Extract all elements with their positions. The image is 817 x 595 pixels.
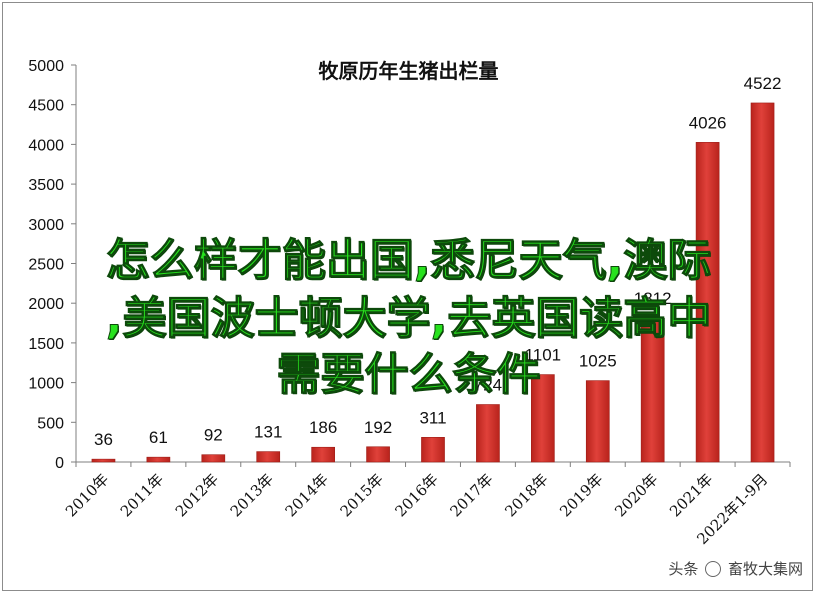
x-tick-labels-group: 2010年 2011年 2012年 2013年 2014年 2015年 2016年 2017年…	[62, 470, 771, 548]
bars-group	[91, 102, 775, 463]
watermark-suffix: 畜牧大集网	[727, 560, 803, 578]
data-label: 311	[419, 408, 446, 427]
bar	[201, 454, 226, 463]
y-tick-label: 0	[55, 455, 64, 472]
overlay-text-line-1: 怎么样才能出国,悉尼天气,澳际	[105, 235, 712, 287]
bar	[640, 317, 665, 463]
y-tick-label: 4500	[28, 98, 64, 115]
x-tick-label: 2017年	[446, 470, 496, 520]
data-label: 186	[309, 418, 337, 437]
data-label: 4522	[744, 74, 782, 93]
x-tick-label: 2010年	[62, 470, 112, 520]
bar	[585, 380, 610, 463]
bar	[91, 458, 116, 463]
at-sign-icon	[705, 561, 722, 577]
data-label: 36	[94, 430, 113, 449]
y-tick-label: 5000	[28, 58, 64, 75]
data-label: 92	[204, 426, 223, 445]
x-tick-label: 2014年	[282, 470, 332, 520]
x-tick-label: 2013年	[227, 470, 277, 520]
bar	[311, 446, 335, 463]
data-label: 131	[254, 423, 282, 442]
chart-title: 牧原历年生猪出栏量	[318, 59, 499, 83]
data-label: 724	[474, 376, 502, 395]
data-label: 4026	[689, 113, 727, 132]
y-tick-label: 2500	[28, 257, 64, 274]
x-tick-label: 2019年	[556, 470, 606, 520]
bar	[421, 437, 445, 463]
watermark: 头条 畜牧大集网	[668, 558, 803, 579]
bar	[531, 374, 555, 463]
data-label: 61	[149, 428, 168, 447]
bar	[750, 102, 775, 463]
y-tick-label: 2000	[28, 296, 64, 313]
x-tick-label: 2015年	[337, 470, 387, 520]
bar	[256, 451, 281, 463]
y-tick-label: 500	[37, 415, 64, 432]
x-tick-label: 2021年	[666, 470, 716, 520]
x-tick-label: 2016年	[391, 470, 441, 520]
watermark-prefix: 头条	[668, 560, 699, 578]
data-labels-group: 36 61 92 131 186 192 311 724 1101 1025 1812 4026 452…	[94, 74, 781, 449]
overlay-text-line-3: 需要什么条件	[276, 349, 541, 401]
data-label: 192	[364, 418, 392, 437]
x-tick-label: 2020年	[611, 470, 661, 520]
y-tick-labels-group: 0 500 1000 1500 2000 2500 3000 3500 4000 4500 5000	[28, 58, 64, 472]
y-tick-label: 1500	[28, 336, 64, 353]
y-tick-label: 4000	[28, 137, 64, 154]
x-tick-label: 2011年	[117, 470, 167, 520]
y-tick-label: 3000	[28, 217, 64, 234]
bar	[366, 446, 390, 463]
x-tick-label: 2012年	[172, 470, 222, 520]
bar	[695, 142, 720, 463]
data-label: 1101	[525, 346, 562, 365]
data-label: 1025	[579, 352, 617, 371]
x-tick-label: 2018年	[501, 470, 551, 520]
bar	[476, 404, 500, 463]
bar	[146, 456, 171, 463]
y-tick-label: 1000	[28, 376, 64, 393]
data-label: 1812	[634, 289, 672, 308]
y-tick-label: 3500	[28, 177, 64, 194]
overlay-text-line-2: ,美国波士顿大学,去英国读高中	[105, 293, 712, 345]
